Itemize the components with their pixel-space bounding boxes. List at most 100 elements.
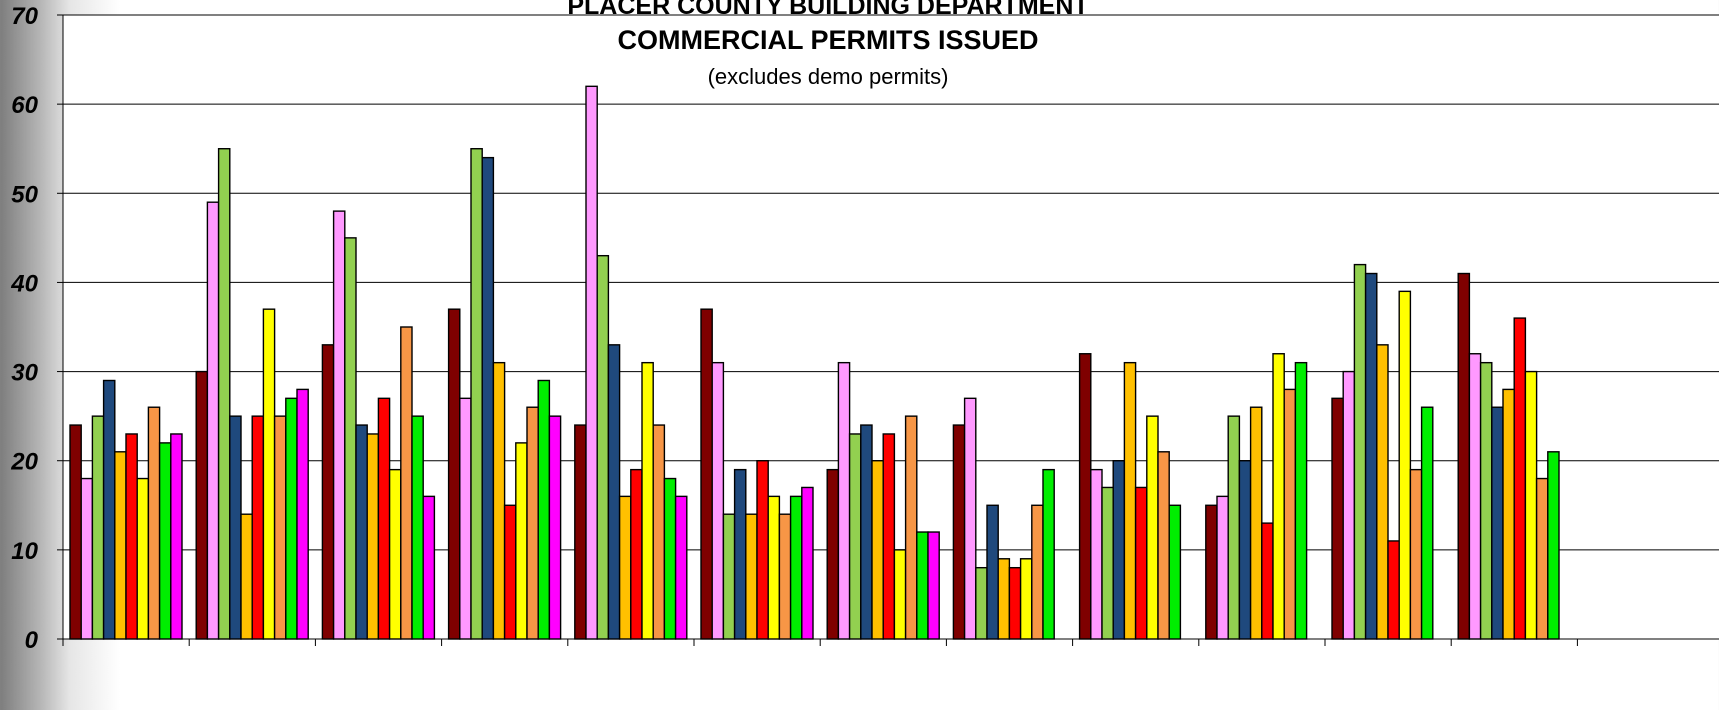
bar	[1008, 566, 1022, 640]
bar	[377, 397, 391, 640]
bar	[492, 361, 506, 640]
bar	[986, 504, 999, 640]
bar	[136, 477, 150, 640]
bar	[262, 308, 276, 640]
bar	[1376, 344, 1389, 640]
bar	[596, 254, 610, 640]
y-tick-label: 20	[10, 449, 38, 476]
y-tick-label: 10	[11, 538, 38, 565]
bar	[332, 210, 346, 640]
bar	[273, 415, 287, 640]
bar	[1457, 272, 1471, 640]
bar	[663, 477, 677, 640]
bar	[767, 495, 781, 640]
bar	[102, 379, 116, 640]
bar	[470, 148, 483, 640]
bar	[837, 361, 851, 640]
bar	[1294, 361, 1308, 640]
bar	[916, 531, 929, 640]
chart-subtitle: COMMERCIAL PERMITS ISSUED	[617, 25, 1038, 55]
bar	[69, 424, 82, 640]
bar	[711, 361, 725, 640]
bar	[1168, 504, 1182, 640]
bar	[229, 415, 242, 640]
bar	[1491, 406, 1504, 640]
bar	[1468, 353, 1482, 640]
bar	[1513, 317, 1527, 640]
bar	[952, 424, 966, 640]
bar	[1547, 451, 1560, 640]
bar	[344, 237, 357, 640]
bar	[240, 513, 253, 640]
bar	[618, 495, 632, 640]
bar	[927, 531, 940, 640]
bar	[1420, 406, 1434, 640]
bar	[745, 513, 758, 640]
chart-title: PLACER COUNTY BUILDING DEPARTMENT	[567, 0, 1088, 20]
bar	[826, 468, 840, 640]
bar	[1157, 451, 1170, 640]
bar	[674, 495, 688, 640]
bar	[778, 513, 792, 640]
bar	[1524, 370, 1538, 640]
bar	[1227, 415, 1241, 640]
bar	[147, 406, 161, 640]
bar	[114, 451, 127, 640]
bar	[652, 424, 666, 640]
bar	[537, 379, 551, 640]
bar	[80, 477, 94, 640]
bar	[548, 415, 562, 640]
bar	[860, 424, 873, 640]
bar	[1479, 361, 1493, 640]
y-tick-label: 0	[25, 627, 39, 654]
bar	[321, 344, 335, 640]
bar	[1261, 522, 1274, 640]
bar	[722, 513, 736, 640]
bar	[1146, 415, 1159, 640]
bar	[388, 468, 402, 640]
bar	[871, 460, 884, 640]
bar	[1387, 540, 1400, 640]
bar	[411, 415, 424, 640]
bar	[1216, 495, 1229, 640]
bar	[1101, 486, 1114, 640]
bar	[893, 549, 907, 640]
bar	[848, 433, 862, 640]
bar	[1364, 272, 1378, 640]
bar	[400, 326, 413, 640]
bar	[285, 397, 298, 640]
bar	[1134, 486, 1148, 640]
bar	[459, 397, 472, 640]
bar	[630, 468, 643, 640]
bar	[801, 486, 814, 640]
bar	[1078, 353, 1092, 640]
bar	[607, 344, 621, 640]
bar	[1535, 477, 1549, 640]
bar	[1090, 468, 1103, 640]
bar	[366, 433, 380, 640]
bar	[1123, 361, 1137, 640]
bar	[355, 424, 368, 640]
bar	[1283, 388, 1297, 640]
bar	[206, 201, 220, 640]
bar	[1249, 406, 1263, 640]
bar	[997, 558, 1011, 640]
bar	[526, 406, 539, 640]
bar	[1398, 290, 1412, 640]
bar	[217, 148, 231, 640]
bar	[1272, 353, 1285, 640]
bar	[756, 460, 769, 640]
bar	[1502, 388, 1515, 640]
bar	[447, 308, 461, 640]
bar	[733, 468, 747, 640]
bar	[481, 156, 495, 640]
bar	[125, 433, 138, 640]
bar	[1042, 468, 1055, 640]
bar	[296, 388, 309, 640]
bar	[1019, 558, 1033, 640]
bar	[1031, 504, 1044, 640]
bar	[963, 397, 977, 640]
chart-note: (excludes demo permits)	[708, 64, 949, 89]
bar	[515, 442, 528, 640]
